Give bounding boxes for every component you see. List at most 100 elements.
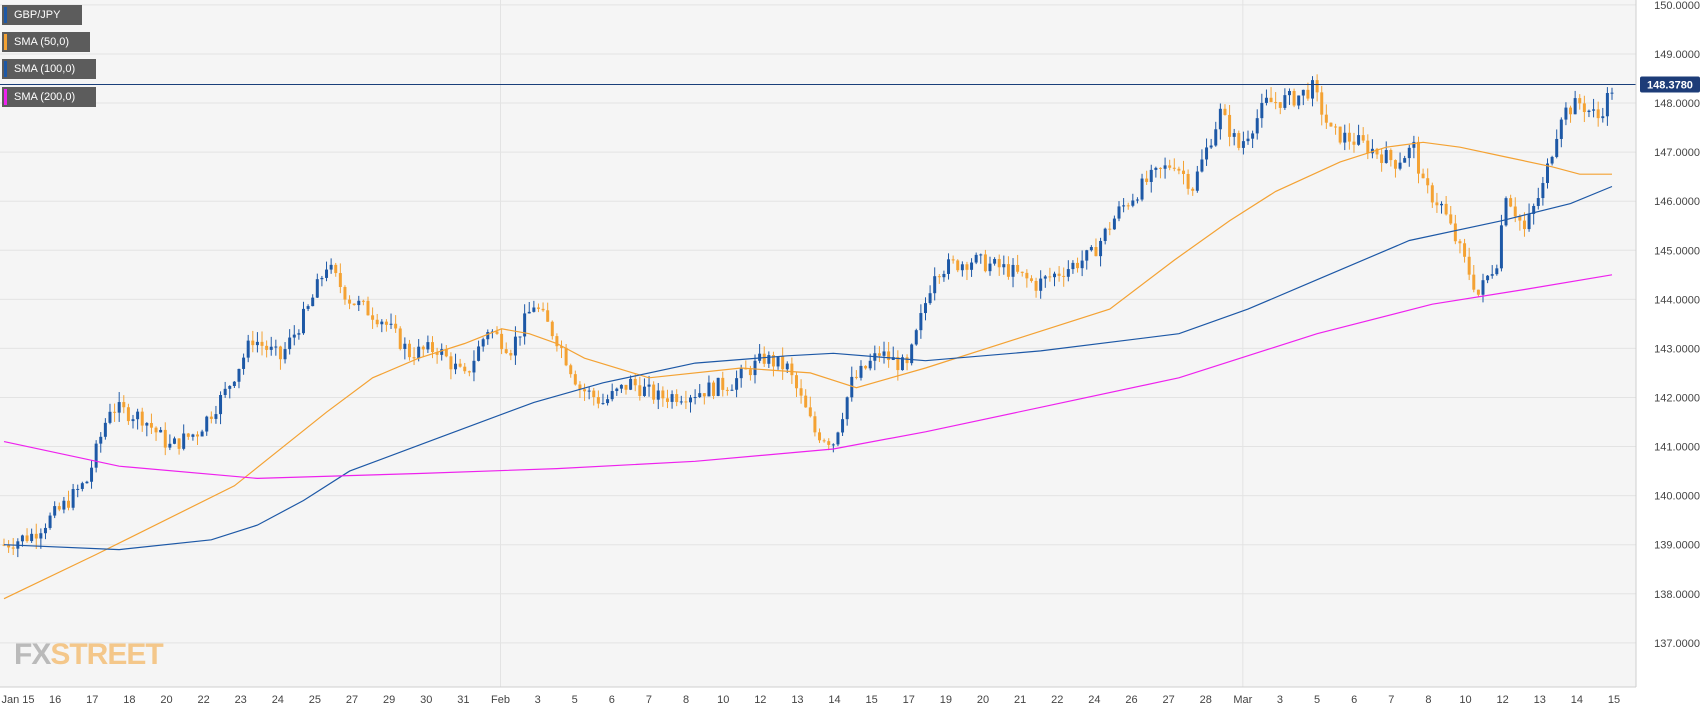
- candle-body: [905, 357, 909, 364]
- candle: [518, 336, 522, 346]
- candle-body: [1518, 216, 1522, 221]
- candle-body: [610, 391, 614, 400]
- candle: [39, 528, 43, 549]
- candle-body: [1407, 147, 1411, 159]
- candle-body: [1292, 91, 1296, 106]
- current-price-value: 148.3780: [1647, 80, 1693, 92]
- candle-body: [412, 357, 416, 359]
- candle: [1122, 198, 1126, 213]
- legend-sma50-label: SMA (50,0): [14, 36, 70, 48]
- candle-body: [684, 401, 688, 403]
- candle-body: [486, 332, 490, 340]
- candle: [1131, 193, 1135, 208]
- candle-body: [850, 376, 854, 398]
- candle-body: [781, 356, 785, 370]
- candle-body: [1366, 140, 1370, 154]
- candle-body: [596, 397, 600, 404]
- candle: [596, 390, 600, 409]
- candle: [126, 403, 130, 425]
- candle-body: [1550, 156, 1554, 164]
- candle: [799, 379, 803, 404]
- candle: [384, 319, 388, 332]
- candle: [1334, 123, 1338, 135]
- candle-body: [716, 377, 720, 396]
- candle-body: [619, 384, 623, 389]
- candle: [767, 351, 771, 368]
- candle: [988, 256, 992, 276]
- candle-body: [1172, 167, 1176, 169]
- x-tick-label: 15: [866, 694, 878, 706]
- candle: [246, 334, 250, 363]
- candle-body: [20, 535, 24, 542]
- candle: [997, 254, 1001, 276]
- legend-sma200[interactable]: SMA (200,0): [2, 87, 96, 107]
- candle: [1601, 107, 1605, 123]
- candle-body: [1112, 218, 1116, 230]
- candle: [1486, 274, 1490, 284]
- candle: [1366, 134, 1370, 160]
- candle-body: [1481, 280, 1485, 295]
- legend-sma50[interactable]: SMA (50,0): [2, 32, 90, 52]
- x-tick-label: 23: [235, 694, 247, 706]
- candle-body: [1117, 206, 1121, 219]
- candle-body: [1592, 109, 1596, 111]
- candle: [219, 391, 223, 425]
- candle-body: [122, 402, 126, 408]
- candle: [1099, 237, 1103, 267]
- candle-body: [606, 399, 610, 404]
- candle-body: [1191, 188, 1195, 191]
- candle: [642, 378, 646, 397]
- candle: [449, 352, 453, 380]
- sma50-swatch: [4, 34, 7, 50]
- candle: [776, 356, 780, 370]
- candle: [361, 299, 365, 306]
- candle-body: [550, 321, 554, 337]
- candle: [1089, 245, 1093, 252]
- candle: [297, 329, 301, 340]
- candle: [334, 262, 338, 277]
- candle-body: [394, 323, 398, 329]
- candle: [845, 396, 849, 426]
- candle-body: [131, 419, 135, 422]
- x-tick-label: 5: [1314, 694, 1320, 706]
- candle-body: [1186, 173, 1190, 189]
- candle: [794, 371, 798, 397]
- candle: [684, 390, 688, 410]
- legend-sma100[interactable]: SMA (100,0): [2, 59, 96, 79]
- candle-body: [25, 535, 29, 542]
- candle: [771, 351, 775, 377]
- candle: [154, 426, 158, 441]
- candle: [1094, 238, 1098, 257]
- candle-body: [113, 411, 117, 413]
- candle-body: [560, 346, 563, 348]
- candle-body: [57, 506, 61, 510]
- candle-body: [1066, 269, 1070, 277]
- candle: [352, 303, 356, 306]
- candle: [1495, 264, 1499, 276]
- candle: [928, 285, 932, 305]
- x-tick-label: 8: [683, 694, 689, 706]
- legend-symbol[interactable]: GBP/JPY: [2, 5, 82, 25]
- candle-body: [1006, 264, 1010, 277]
- candle: [527, 302, 531, 314]
- candle: [675, 389, 679, 407]
- candle-body: [1149, 169, 1153, 182]
- candle: [1108, 222, 1112, 236]
- candle: [573, 370, 577, 386]
- candle: [1025, 269, 1029, 288]
- candle: [159, 427, 163, 433]
- x-tick-label: 13: [1534, 694, 1546, 706]
- candle: [43, 523, 47, 540]
- candle: [269, 336, 273, 356]
- candles: [2, 74, 1614, 558]
- candle-body: [877, 353, 881, 356]
- candle: [67, 490, 70, 511]
- candle: [117, 392, 121, 422]
- candle-body: [191, 434, 195, 437]
- candle-body: [1241, 141, 1245, 148]
- candle-body: [1232, 133, 1236, 137]
- candle: [550, 320, 554, 340]
- candle-body: [1237, 133, 1241, 148]
- candle-body: [1522, 220, 1526, 230]
- candle: [477, 340, 481, 362]
